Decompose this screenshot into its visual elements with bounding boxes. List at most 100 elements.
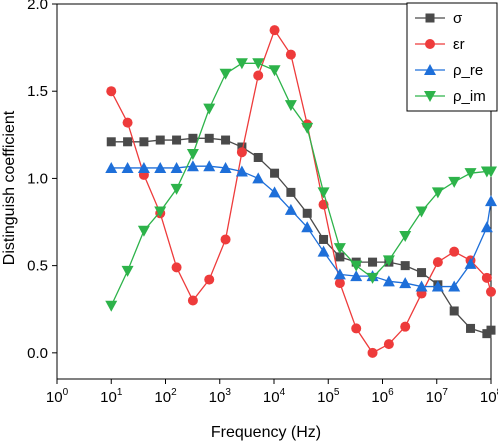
legend-marker [425, 39, 435, 49]
data-point [383, 339, 394, 350]
data-point [284, 203, 297, 215]
x-tick-label-exponent: 1 [117, 387, 123, 398]
data-point [464, 168, 477, 180]
x-axis: 100101102103104105106107108 [46, 379, 498, 406]
x-tick-label-exponent: 3 [225, 387, 231, 398]
legend-item: ρ_im [415, 88, 486, 105]
data-point [415, 280, 428, 292]
data-point [466, 323, 476, 333]
data-point [171, 262, 182, 273]
x-tick-label-base: 10 [480, 389, 497, 406]
data-point [186, 160, 199, 172]
data-point [286, 187, 296, 197]
x-tick-label: 105 [317, 387, 340, 406]
x-tick-label-exponent: 2 [171, 387, 177, 398]
data-point [351, 323, 362, 334]
x-tick-label-base: 10 [209, 389, 226, 406]
data-point [302, 208, 312, 218]
x-tick-label-exponent: 6 [388, 387, 394, 398]
data-point [319, 234, 329, 244]
data-point [382, 255, 395, 267]
data-point [333, 243, 346, 255]
data-point [464, 257, 477, 269]
x-tick-label-base: 10 [317, 389, 334, 406]
data-point [448, 280, 461, 292]
data-point [334, 278, 345, 289]
data-point [415, 206, 428, 218]
data-point [432, 257, 443, 268]
data-point [154, 206, 167, 218]
data-point [350, 260, 363, 272]
data-point [335, 252, 345, 262]
series-1 [106, 133, 496, 339]
x-tick-label-base: 10 [371, 389, 388, 406]
data-point [485, 166, 497, 178]
y-tick-label: 0.0 [27, 345, 48, 362]
x-tick-label-base: 10 [154, 389, 171, 406]
data-point [270, 168, 280, 178]
x-tick-label-exponent: 0 [63, 387, 69, 398]
x-axis-label: Frequency (Hz) [211, 424, 321, 441]
x-tick-label-base: 10 [46, 389, 63, 406]
data-point [399, 230, 412, 242]
y-axis: 0.0 0.5 1.0 1.5 2.0 [27, 0, 57, 362]
data-point [236, 147, 247, 158]
x-tick-label-exponent: 7 [442, 387, 448, 398]
data-point [253, 152, 263, 162]
data-point [137, 161, 150, 173]
data-point [268, 186, 281, 198]
x-tick-label-exponent: 5 [334, 387, 340, 398]
data-point [204, 274, 215, 285]
y-axis-label: Distinguish coefficient [1, 110, 18, 265]
x-tick-label: 108 [480, 387, 498, 406]
data-point [237, 142, 247, 152]
data-point [481, 272, 492, 283]
data-point [285, 49, 296, 60]
data-point [367, 347, 378, 358]
data-point [105, 161, 118, 173]
data-point [137, 225, 150, 237]
x-tick-label: 102 [154, 387, 177, 406]
data-point [449, 306, 459, 316]
series-3 [105, 160, 497, 292]
data-point [235, 58, 248, 70]
data-point [154, 161, 167, 173]
data-point [235, 165, 248, 177]
data-point [301, 122, 314, 134]
data-point [400, 321, 411, 332]
y-tick-label: 2.0 [27, 0, 48, 13]
x-tick-label: 104 [263, 387, 286, 406]
legend-label: ρ_re [453, 62, 483, 79]
x-tick-label-exponent: 4 [280, 387, 286, 398]
data-point [122, 117, 133, 128]
data-point [417, 268, 427, 278]
legend-item: εr [415, 36, 465, 53]
data-point [368, 257, 378, 267]
data-point [204, 133, 214, 143]
data-point [366, 272, 379, 284]
legend: σ εr ρ_re ρ_im [406, 2, 498, 112]
x-tick-label-base: 10 [426, 389, 443, 406]
data-point [252, 58, 265, 70]
legend-item: ρ_re [415, 62, 483, 79]
data-point [221, 135, 231, 145]
y-tick-label: 1.0 [27, 170, 48, 187]
data-point [400, 261, 410, 271]
legend-label: εr [453, 36, 465, 53]
data-point [269, 25, 280, 36]
x-tick-label-base: 10 [263, 389, 280, 406]
x-tick-label-base: 10 [100, 389, 117, 406]
data-point [448, 176, 461, 188]
data-point [170, 183, 183, 195]
x-tick-label: 101 [100, 387, 123, 406]
data-point [431, 187, 444, 199]
data-point [106, 137, 116, 147]
data-point [317, 245, 330, 257]
data-point [203, 103, 216, 115]
data-point [431, 280, 444, 292]
x-tick-label: 100 [46, 387, 69, 406]
data-point [480, 221, 493, 233]
data-point [486, 286, 496, 297]
x-tick-label: 106 [371, 387, 394, 406]
